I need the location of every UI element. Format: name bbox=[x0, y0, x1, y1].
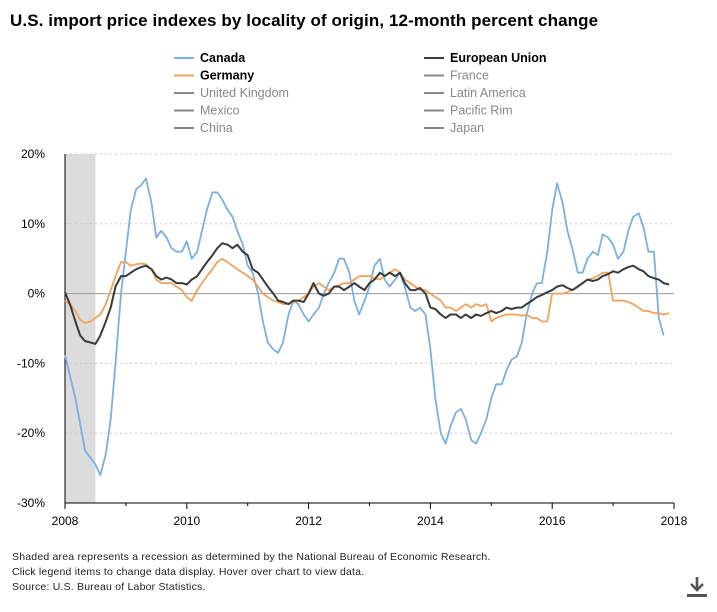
legend-item-japan[interactable]: Japan bbox=[424, 121, 484, 135]
legend-label: United Kingdom bbox=[200, 86, 289, 100]
legend-item-mexico[interactable]: Mexico bbox=[174, 104, 240, 118]
interaction-note: Click legend items to change data displa… bbox=[12, 566, 365, 578]
legend-label: Mexico bbox=[200, 104, 240, 118]
y-tick-label: -10% bbox=[17, 356, 45, 370]
series-line-canada[interactable] bbox=[64, 177, 665, 476]
legend-item-european-union[interactable]: European Union bbox=[424, 51, 547, 65]
x-tick-label: 2018 bbox=[661, 514, 688, 528]
legend-label: European Union bbox=[450, 51, 547, 65]
recession-note: Shaded area represents a recession as de… bbox=[12, 551, 491, 563]
series-line-germany[interactable] bbox=[64, 257, 670, 324]
legend-label: Canada bbox=[200, 51, 246, 65]
y-tick-label: -30% bbox=[17, 496, 45, 510]
legend-label: Germany bbox=[200, 69, 254, 83]
y-tick-label: -20% bbox=[17, 426, 45, 440]
x-tick-label: 2016 bbox=[539, 514, 566, 528]
legend-item-germany[interactable]: Germany bbox=[174, 69, 254, 83]
legend-label: China bbox=[200, 121, 233, 135]
legend-item-france[interactable]: France bbox=[424, 69, 489, 83]
chart-title: U.S. import price indexes by locality of… bbox=[10, 11, 599, 30]
legend-item-pacific-rim[interactable]: Pacific Rim bbox=[424, 104, 513, 118]
y-tick-label: 0% bbox=[28, 287, 46, 301]
x-tick-label: 2010 bbox=[173, 514, 200, 528]
legend-item-canada[interactable]: Canada bbox=[174, 51, 246, 65]
x-tick-label: 2014 bbox=[417, 514, 444, 528]
y-tick-label: 20% bbox=[21, 147, 45, 161]
legend-item-united-kingdom[interactable]: United Kingdom bbox=[174, 86, 289, 100]
source-note: Source: U.S. Bureau of Labor Statistics. bbox=[12, 581, 206, 593]
series-line-european-union[interactable] bbox=[64, 242, 670, 345]
legend-label: France bbox=[450, 69, 489, 83]
recession-band bbox=[65, 154, 96, 503]
download-icon[interactable] bbox=[684, 574, 710, 600]
x-tick-label: 2012 bbox=[295, 514, 322, 528]
legend-item-latin-america[interactable]: Latin America bbox=[424, 86, 526, 100]
legend-label: Pacific Rim bbox=[450, 104, 513, 118]
y-tick-label: 10% bbox=[21, 217, 45, 231]
legend-label: Latin America bbox=[450, 86, 526, 100]
x-tick-label: 2008 bbox=[52, 514, 79, 528]
chart-notes: Shaded area represents a recession as de… bbox=[12, 550, 491, 595]
legend-item-china[interactable]: China bbox=[174, 121, 233, 135]
legend-label: Japan bbox=[450, 121, 484, 135]
